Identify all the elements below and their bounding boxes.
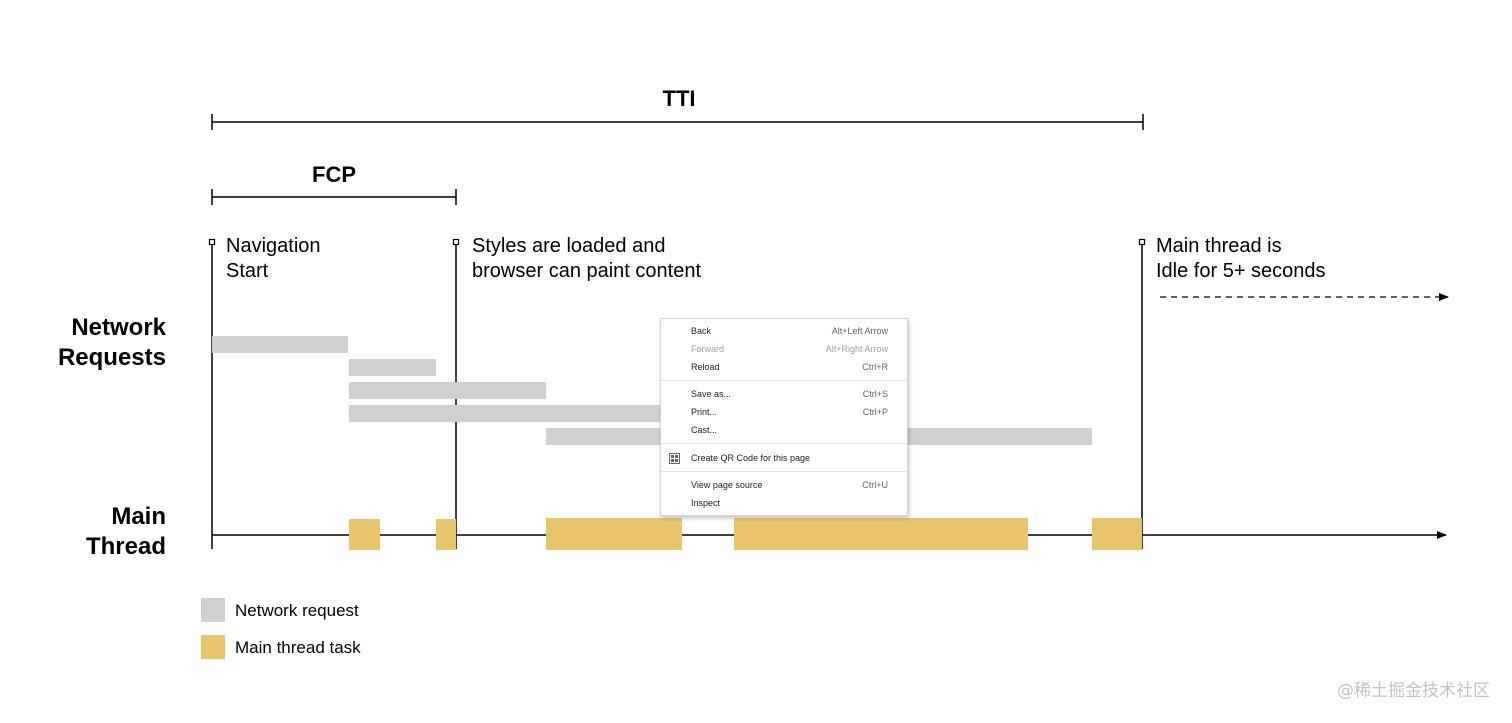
qr-code-icon <box>669 453 680 464</box>
menu-item-shortcut: Alt+Left Arrow <box>831 326 888 336</box>
main-thread-task <box>546 518 682 550</box>
row-label-main-1: Main <box>111 503 166 530</box>
fcp-label: FCP <box>312 162 356 187</box>
network-request-bar <box>349 405 660 422</box>
main-thread <box>212 518 1447 550</box>
menu-item-label: Save as... <box>691 389 732 399</box>
network-request-bar <box>212 336 348 353</box>
row-label-network-2: Requests <box>58 344 166 371</box>
main-thread-task <box>734 518 1028 550</box>
context-menu: Back Alt+Left Arrow Forward Alt+Right Ar… <box>660 318 908 516</box>
menu-item-back[interactable]: Back Alt+Left Arrow <box>661 322 907 340</box>
menu-separator <box>661 380 907 381</box>
menu-separator <box>661 443 907 444</box>
menu-item-shortcut: Alt+Right Arrow <box>825 344 888 354</box>
menu-item-shortcut: Ctrl+P <box>862 407 888 417</box>
legend: Network request Main thread task <box>201 598 361 659</box>
menu-item-reload[interactable]: Reload Ctrl+R <box>661 358 907 376</box>
menu-item-label: Cast... <box>691 425 718 435</box>
marker-navigation-line-2: Start <box>226 260 269 282</box>
marker-styles-line-2: browser can paint content <box>472 260 701 282</box>
marker-styles-line-1: Styles are loaded and <box>472 235 665 257</box>
row-label-main-2: Thread <box>86 533 166 560</box>
menu-item-print[interactable]: Print... Ctrl+P <box>661 403 907 421</box>
menu-item-label: Inspect <box>691 498 721 508</box>
legend-swatch-network <box>201 598 225 622</box>
menu-item-label: Print... <box>691 407 718 417</box>
main-thread-task <box>1092 518 1142 550</box>
network-request-bar <box>349 382 546 399</box>
main-thread-task <box>436 519 456 550</box>
legend-label-task: Main thread task <box>235 638 361 657</box>
menu-item-view-page-source[interactable]: View page source Ctrl+U <box>661 476 907 494</box>
menu-item-cast[interactable]: Cast... <box>661 421 907 439</box>
tti-bracket: TTI <box>211 86 1144 130</box>
legend-swatch-task <box>201 635 225 659</box>
network-request-bar <box>349 359 436 376</box>
menu-item-forward[interactable]: Forward Alt+Right Arrow <box>661 340 907 358</box>
menu-item-label: Reload <box>691 362 720 372</box>
menu-item-create-qr-code[interactable]: Create QR Code for this page <box>661 449 907 467</box>
marker-styles-loaded: Styles are loaded and browser can paint … <box>452 235 701 549</box>
marker-main-thread-idle: Main thread is Idle for 5+ seconds <box>1138 235 1449 549</box>
legend-label-network: Network request <box>235 601 359 620</box>
main-thread-task <box>349 519 380 550</box>
row-label-network-1: Network <box>71 314 166 341</box>
menu-item-shortcut: Ctrl+R <box>862 362 888 372</box>
menu-item-label: Back <box>691 326 712 336</box>
tti-label: TTI <box>663 86 696 111</box>
menu-item-shortcut: Ctrl+S <box>862 389 888 399</box>
marker-navigation-start: Navigation Start <box>208 235 321 549</box>
marker-navigation-line-1: Navigation <box>226 235 321 257</box>
menu-item-label: Forward <box>691 344 725 354</box>
menu-item-label: View page source <box>691 480 763 490</box>
menu-item-inspect[interactable]: Inspect <box>661 494 907 512</box>
marker-idle-line-1: Main thread is <box>1156 235 1282 257</box>
menu-item-label: Create QR Code for this page <box>691 453 811 463</box>
menu-item-save-as[interactable]: Save as... Ctrl+S <box>661 385 907 403</box>
menu-separator <box>661 471 907 472</box>
watermark: @稀土掘金技术社区 <box>1337 681 1490 701</box>
marker-idle-line-2: Idle for 5+ seconds <box>1156 260 1326 282</box>
menu-item-shortcut: Ctrl+U <box>862 480 888 490</box>
network-requests <box>212 336 1092 445</box>
fcp-bracket: FCP <box>211 162 457 205</box>
